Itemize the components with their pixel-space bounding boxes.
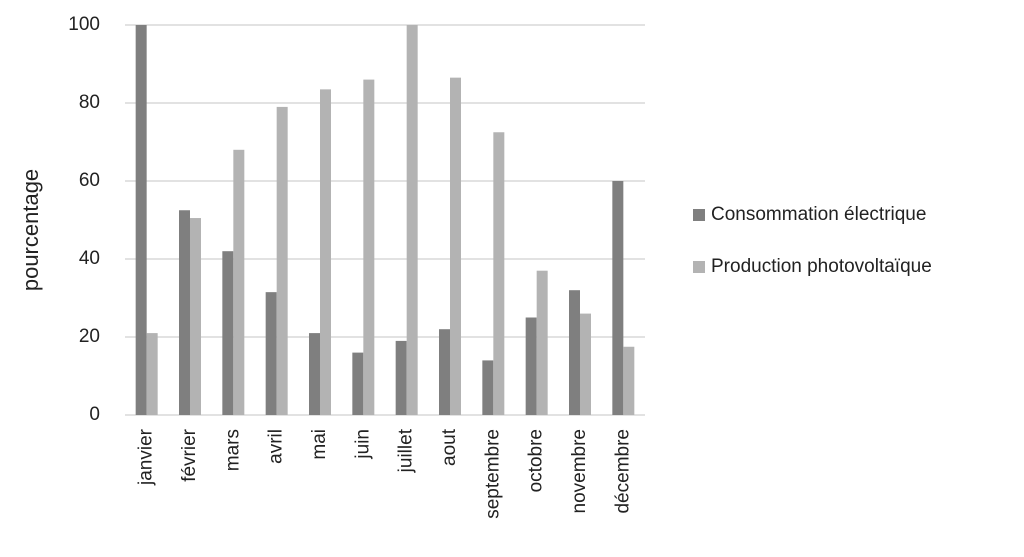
bar (450, 77, 461, 416)
y-axis-label: pourcentage (18, 169, 43, 291)
bar (276, 106, 288, 416)
legend-label: Consommation électrique (711, 204, 926, 225)
bar (406, 25, 418, 415)
legend-label: Production photovoltaïque (711, 256, 932, 277)
x-tick-label: avril (266, 429, 287, 464)
y-tick-label: 40 (79, 248, 100, 269)
y-tick-label: 20 (79, 326, 100, 347)
bar (536, 270, 548, 415)
bar (363, 79, 375, 415)
bar (580, 313, 591, 415)
bar (493, 132, 505, 415)
x-tick-label: décembre (612, 429, 633, 514)
bar (320, 89, 331, 415)
bar (612, 181, 624, 415)
bar (309, 333, 320, 415)
y-tick-label: 100 (68, 14, 100, 35)
bar (222, 251, 234, 415)
bar (482, 360, 494, 415)
bar (146, 333, 158, 415)
bar (395, 340, 407, 415)
x-tick-label: septembre (482, 429, 503, 519)
legend-swatch (693, 209, 705, 221)
bar (439, 329, 450, 415)
bar (623, 346, 635, 415)
x-tick-label: février (179, 428, 200, 481)
x-tick-label: juin (352, 429, 373, 460)
bar (265, 292, 277, 415)
x-tick-label: janvier (136, 428, 157, 486)
legend-swatch (693, 261, 705, 273)
x-tick-label: novembre (569, 429, 590, 514)
bar (179, 210, 190, 415)
x-tick-label: mai (309, 429, 330, 460)
bar (233, 149, 245, 416)
bar (352, 352, 364, 415)
x-tick-label: aout (439, 428, 460, 466)
bar (190, 218, 201, 415)
bar (135, 25, 147, 415)
bar (525, 317, 537, 415)
y-tick-label: 60 (79, 170, 100, 191)
x-tick-label: mars (222, 429, 243, 471)
y-tick-label: 80 (79, 92, 100, 113)
x-tick-label: juillet (396, 428, 417, 473)
x-tick-label: octobre (526, 429, 547, 492)
y-tick-label: 0 (89, 404, 100, 425)
bar (569, 290, 580, 415)
